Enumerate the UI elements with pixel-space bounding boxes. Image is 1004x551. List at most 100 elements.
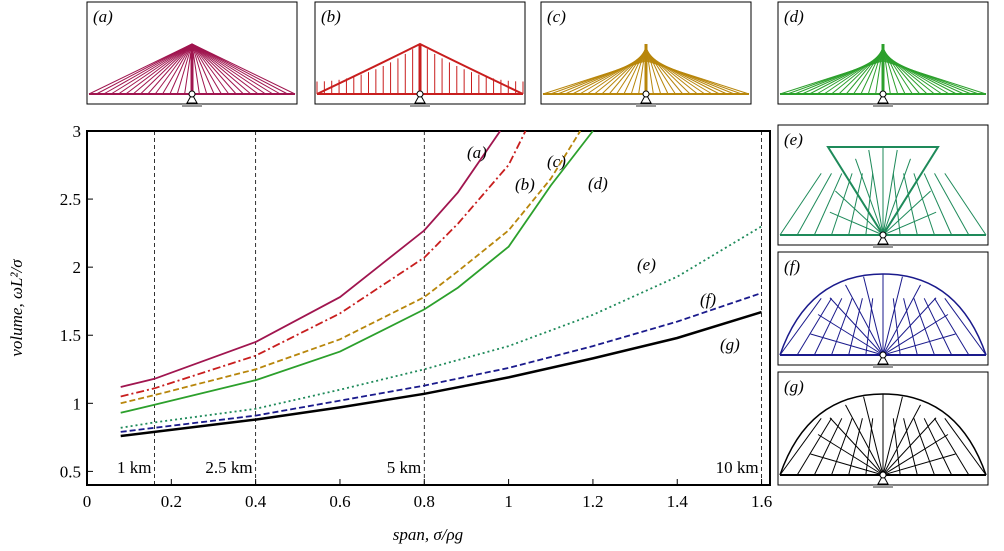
member [845,284,884,356]
cable [191,43,288,95]
distance-label: 10 km [716,458,759,477]
x-tick-label: 0.4 [245,492,267,511]
member [892,418,901,476]
distance-label: 1 km [117,458,151,477]
cable [191,43,230,95]
series-line [120,130,527,398]
member [796,298,832,356]
cable [191,43,266,95]
member [813,298,843,356]
member [848,298,863,356]
x-tick-label: 0.8 [414,492,435,511]
member [829,211,884,236]
y-tick-label: 2 [73,258,82,277]
cable [645,59,742,95]
inset-label: (b) [321,7,341,26]
series-label: (c) [547,152,566,171]
member [779,173,822,236]
cable [882,59,979,95]
series-line [120,130,582,405]
cable [564,56,647,95]
member [865,173,874,236]
member [848,173,863,236]
inset-label: (f) [784,257,800,276]
member [831,418,853,476]
pin [879,231,887,239]
ground [873,104,893,107]
cable [645,57,735,95]
x-tick-label: 0 [83,492,92,511]
distance-label: 5 km [387,458,421,477]
member [882,172,923,236]
support [414,92,426,104]
ground [410,104,430,107]
cable [882,57,972,95]
member [882,417,937,476]
member [934,418,970,476]
member [779,418,822,476]
ground [182,104,202,107]
support [186,92,198,104]
member [829,297,884,356]
support [877,353,889,365]
inset: (e) [777,124,989,248]
member [934,298,970,356]
cable [184,43,193,95]
member [882,158,911,236]
cable [125,43,193,95]
ground [636,104,656,107]
inset-label: (c) [547,7,566,26]
series-label: (f) [700,290,716,309]
cable [557,57,647,95]
cable [191,43,281,95]
x-tick-label: 1.4 [667,492,689,511]
y-tick-label: 1.5 [60,326,81,345]
member [882,404,921,476]
member [813,173,843,236]
member [845,404,884,476]
main-cable [316,42,524,95]
member [923,173,953,236]
inset-label: (g) [784,377,804,396]
cable [794,57,884,95]
member [848,418,863,476]
member [817,314,884,356]
member [882,434,949,476]
member [831,173,853,236]
member [863,396,884,476]
cable [176,43,193,95]
member [892,173,901,236]
y-tick-label: 1 [73,394,82,413]
cable [191,43,274,95]
member [843,172,884,236]
cable [191,43,200,95]
member [923,298,953,356]
cable [550,59,647,95]
series-label: (g) [720,335,740,354]
support [877,92,889,104]
cable [882,56,965,95]
series-line [120,310,762,438]
inset-label: (a) [93,7,113,26]
cable [132,43,193,95]
y-tick-label: 0.5 [60,462,81,481]
member [796,173,832,236]
cable [147,43,193,95]
member [863,276,884,356]
cable [645,56,728,95]
cable [645,60,750,95]
inset: (f) [777,251,989,368]
member [817,434,884,476]
inset-label: (e) [784,130,803,149]
cable [191,43,252,95]
member [903,298,918,356]
x-tick-label: 0.2 [161,492,182,511]
member [913,418,935,476]
member [882,453,956,476]
member [868,149,884,236]
cable [191,43,259,95]
member [903,173,918,236]
pin [188,90,196,98]
cable [191,43,208,95]
series-label: (d) [588,174,608,193]
